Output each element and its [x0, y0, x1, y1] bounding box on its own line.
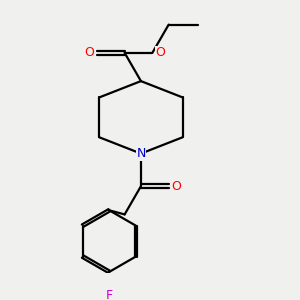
Text: N: N [136, 147, 146, 160]
Text: F: F [106, 289, 113, 300]
Text: O: O [155, 46, 165, 59]
Text: O: O [172, 180, 182, 193]
Text: O: O [84, 46, 94, 59]
